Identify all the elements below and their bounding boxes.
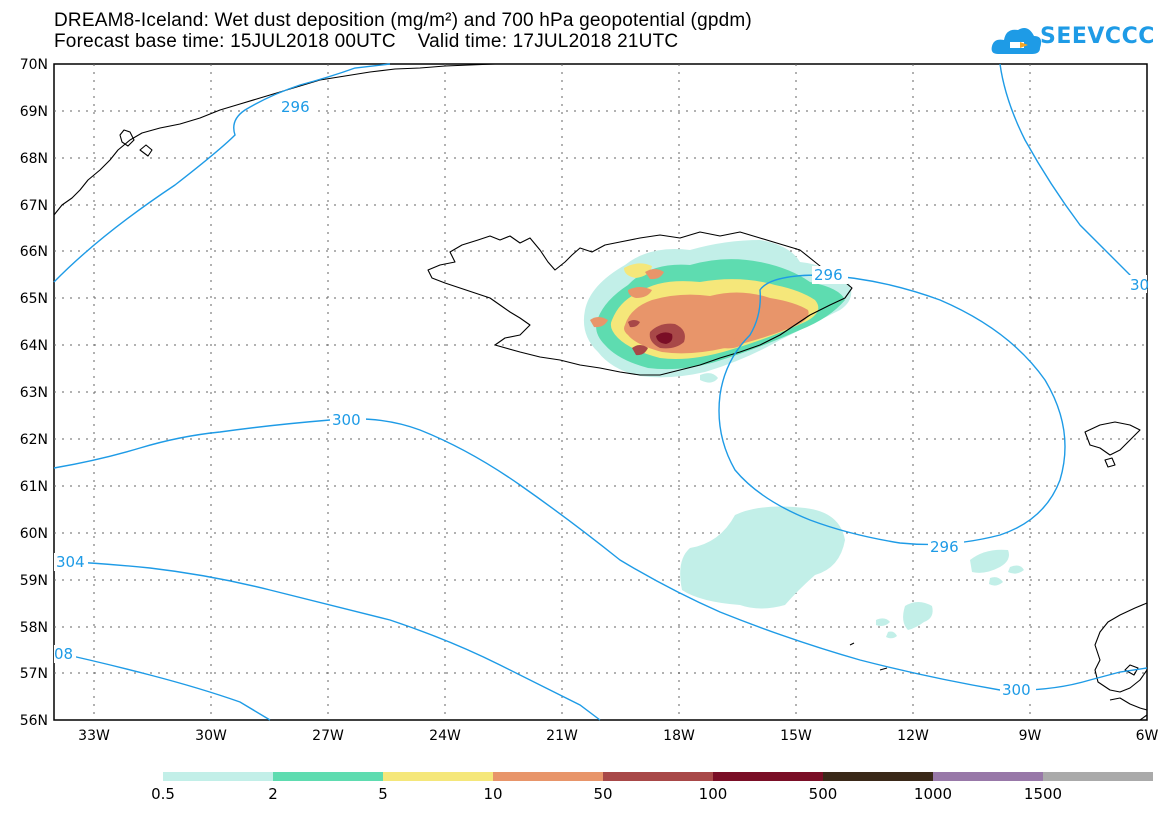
legend-label: 0.5 (151, 785, 175, 803)
lat-label: 68N (20, 151, 48, 167)
lon-label: 33W (78, 728, 110, 744)
contour-label-296-s: 296 (930, 538, 959, 556)
lat-label: 56N (20, 713, 48, 729)
legend-label: 10 (483, 785, 502, 803)
contour-label-296-nw: 296 (281, 98, 310, 116)
geopotential-contours (53, 63, 1148, 721)
lon-label: 6W (1136, 728, 1159, 744)
contour-label-308: 08 (54, 645, 73, 663)
legend-label: 1500 (1024, 785, 1062, 803)
lat-label: 65N (20, 291, 48, 307)
legend-swatch (273, 772, 383, 781)
contour-label-30-e: 30 (1130, 276, 1149, 294)
coastlines (53, 63, 1148, 721)
contour-label-300-w: 300 (332, 411, 361, 429)
lon-label: 9W (1019, 728, 1042, 744)
legend-colorbar: 0.5 2 5 10 50 100 500 1000 1500 (151, 772, 1153, 803)
legend-swatch (713, 772, 823, 781)
lat-labels: 70N 69N 68N 67N 66N 65N 64N 63N 62N 61N … (20, 57, 48, 729)
lon-label: 24W (429, 728, 461, 744)
lat-label: 67N (20, 198, 48, 214)
contour-label-300-se: 300 (1002, 681, 1031, 699)
contour-label-296-n: 296 (814, 266, 843, 284)
legend-swatch (1043, 772, 1153, 781)
lat-label: 60N (20, 526, 48, 542)
lat-label: 59N (20, 573, 48, 589)
legend-label: 5 (378, 785, 388, 803)
lon-label: 15W (780, 728, 812, 744)
contour-labels: 296 296 296 30 300 300 304 08 (54, 98, 1149, 699)
lon-label: 12W (897, 728, 929, 744)
lat-label: 61N (20, 479, 48, 495)
map-frame (53, 63, 1148, 721)
cloud-icon (991, 28, 1042, 54)
lat-label: 62N (20, 432, 48, 448)
dust-deposition-field (583, 240, 1024, 639)
lon-label: 18W (663, 728, 695, 744)
lat-label: 69N (20, 104, 48, 120)
legend-swatch (823, 772, 933, 781)
lat-label: 57N (20, 666, 48, 682)
logo-text: SEEVCCC (1040, 24, 1155, 49)
legend-swatch (163, 772, 273, 781)
legend-label: 50 (593, 785, 612, 803)
legend-swatch (493, 772, 603, 781)
lat-label: 63N (20, 385, 48, 401)
lat-label: 70N (20, 57, 48, 73)
map-title: DREAM8-Iceland: Wet dust deposition (mg/… (54, 10, 752, 31)
legend-swatch (383, 772, 493, 781)
legend-swatch (603, 772, 713, 781)
lon-label: 27W (312, 728, 344, 744)
lon-label: 21W (546, 728, 578, 744)
map-subtitle: Forecast base time: 15JUL2018 00UTC Vali… (54, 31, 679, 52)
legend-label: 500 (809, 785, 838, 803)
legend-label: 100 (699, 785, 728, 803)
lon-labels: 33W 30W 27W 24W 21W 18W 15W 12W 9W 6W (78, 728, 1158, 744)
legend-label: 1000 (914, 785, 952, 803)
lat-label: 66N (20, 244, 48, 260)
legend-label: 2 (268, 785, 278, 803)
lat-label: 58N (20, 620, 48, 636)
contour-label-304: 304 (56, 553, 85, 571)
lat-label: 64N (20, 338, 48, 354)
legend-swatch (933, 772, 1043, 781)
lon-label: 30W (195, 728, 227, 744)
